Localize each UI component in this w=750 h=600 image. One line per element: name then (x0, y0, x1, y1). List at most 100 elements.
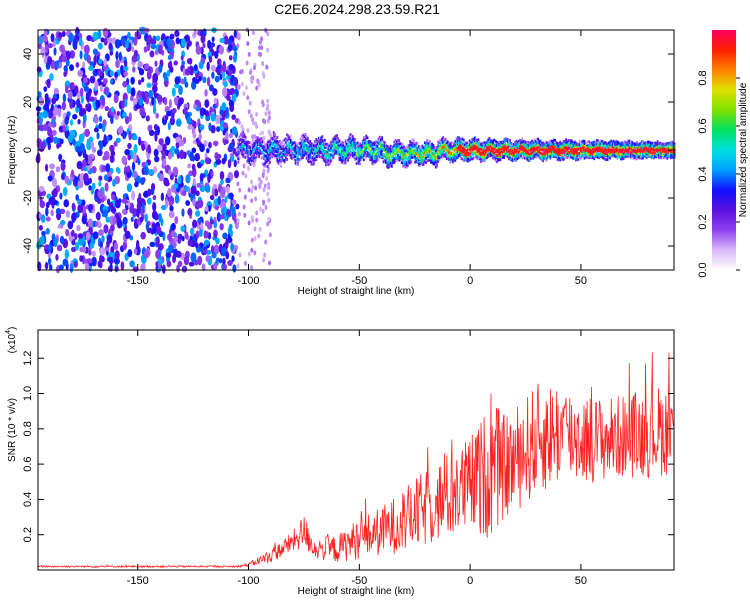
heatmap-cell (582, 139, 585, 143)
heatmap-cell (219, 109, 224, 116)
heatmap-cell (300, 156, 303, 160)
heatmap-cell (206, 76, 211, 87)
heatmap-cell (250, 151, 253, 155)
heatmap-cell (258, 151, 260, 155)
heatmap-cell (359, 154, 362, 158)
heatmap-cell (614, 141, 616, 145)
heatmap-cell (65, 210, 71, 218)
heatmap-cell (183, 255, 190, 266)
heatmap-cell (561, 142, 564, 146)
heatmap-cell (93, 55, 97, 66)
heatmap-cell (612, 150, 615, 154)
heatmap-cell (449, 160, 452, 164)
heatmap-cell (625, 152, 627, 156)
heatmap-cell (454, 146, 457, 150)
heatmap-cell (178, 139, 185, 147)
heatmap-cell (304, 150, 307, 154)
heatmap-cell (440, 145, 443, 149)
heatmap-cell (499, 145, 502, 149)
heatmap-cell (288, 141, 291, 145)
heatmap-cell (538, 155, 541, 159)
heatmap-cell (462, 142, 465, 146)
heatmap-cell (109, 250, 116, 258)
heatmap-cell (244, 138, 247, 141)
heatmap-cell (432, 147, 435, 151)
heatmap-cell (525, 156, 527, 160)
heatmap-cell (41, 230, 46, 237)
heatmap-cell (69, 50, 76, 59)
heatmap-cell (100, 196, 105, 203)
heatmap-cell (232, 93, 237, 103)
heatmap-cell (96, 132, 100, 140)
heatmap-cell (505, 139, 508, 142)
heatmap-cell (250, 144, 253, 148)
heatmap-cell (483, 158, 486, 161)
heatmap-cell (77, 198, 83, 206)
heatmap-cell (538, 151, 541, 154)
heatmap-cell (614, 154, 616, 158)
heatmap-cell (133, 134, 138, 141)
heatmap-cell (185, 174, 191, 184)
heatmap-cell (443, 145, 446, 149)
heatmap-cell (387, 166, 390, 169)
heatmap-cell (133, 171, 138, 178)
heatmap-cell (638, 151, 641, 155)
heatmap-cell (328, 148, 331, 152)
heatmap-cell (490, 143, 493, 146)
heatmap-cell (242, 91, 246, 97)
heatmap-cell (646, 155, 649, 158)
heatmap-cell (168, 169, 172, 176)
heatmap-cell (328, 161, 331, 165)
heatmap-cell (454, 140, 457, 143)
heatmap-cell (281, 155, 284, 159)
heatmap-cell (155, 112, 160, 119)
heatmap-cell (365, 136, 368, 140)
heatmap-cell (259, 149, 262, 153)
heatmap-cell (643, 147, 646, 151)
heatmap-cell (438, 141, 441, 145)
heatmap-cell (466, 145, 469, 148)
heatmap-cell (287, 149, 290, 153)
heatmap-cell (397, 139, 399, 142)
heatmap-cell (632, 151, 635, 154)
heatmap-cell (370, 144, 373, 148)
heatmap-cell (540, 141, 543, 145)
heatmap-cell (52, 106, 59, 117)
heatmap-cell (60, 219, 66, 226)
heatmap-cell (451, 159, 454, 162)
heatmap-cell (549, 152, 552, 156)
heatmap-cell (656, 146, 659, 150)
heatmap-cell (253, 152, 256, 156)
heatmap-cell (264, 143, 267, 147)
heatmap-cell (571, 143, 574, 146)
heatmap-cell (288, 144, 291, 147)
heatmap-cell (214, 50, 219, 59)
heatmap-cell (331, 148, 334, 152)
heatmap-cell (622, 157, 625, 160)
heatmap-cell (38, 225, 43, 231)
heatmap-cell (589, 146, 592, 150)
heatmap-cell (397, 143, 399, 146)
heatmap-cell (347, 158, 349, 162)
heatmap-cell (479, 153, 482, 156)
heatmap-cell (475, 138, 477, 141)
heatmap-cell (478, 147, 481, 151)
heatmap-cell (428, 149, 431, 153)
heatmap-cell (412, 155, 415, 159)
heatmap-cell (284, 152, 287, 156)
heatmap-cell (533, 155, 536, 159)
heatmap-cell (98, 181, 102, 187)
heatmap-cell (576, 154, 579, 158)
heatmap-cell (313, 153, 315, 157)
heatmap-cell (497, 154, 499, 158)
heatmap-cell (621, 141, 624, 145)
heatmap-cell (651, 143, 654, 147)
heatmap-cell (448, 143, 451, 147)
heatmap-cell (194, 153, 201, 162)
heatmap-cell (369, 140, 371, 144)
x-tick-label: -150 (127, 275, 149, 287)
heatmap-cell (389, 150, 392, 153)
heatmap-cell (105, 216, 111, 223)
heatmap-cell (248, 158, 251, 162)
heatmap-cell (306, 153, 309, 157)
